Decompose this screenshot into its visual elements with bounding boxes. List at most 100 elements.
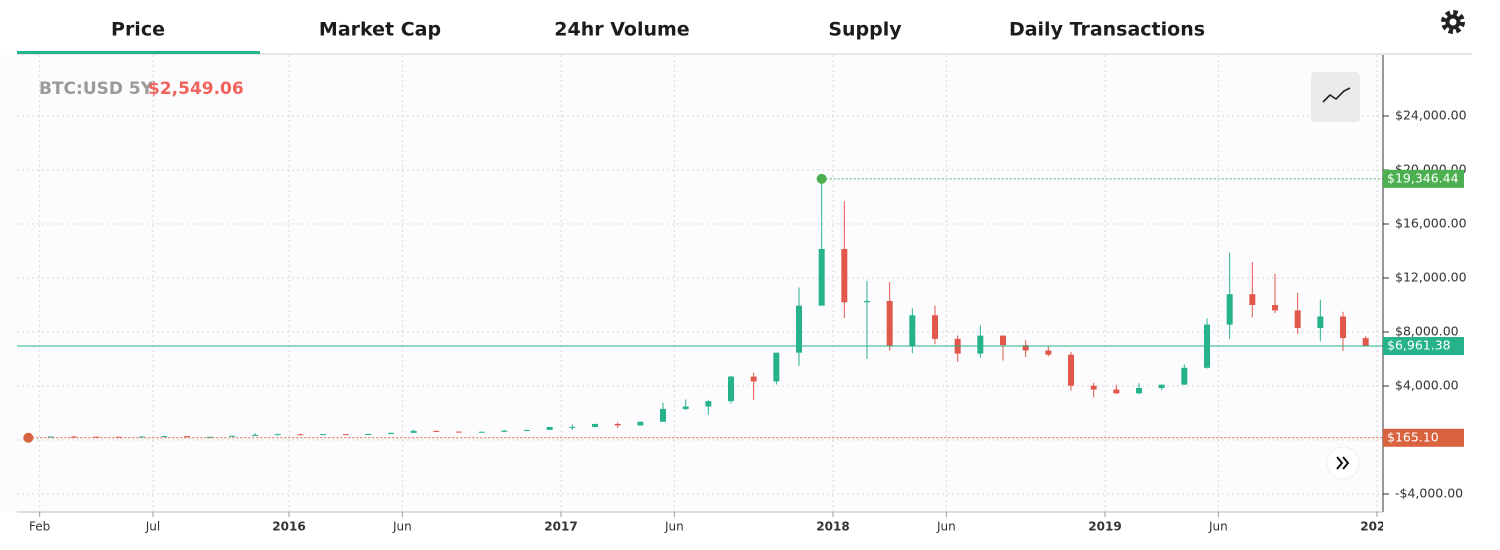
x-tick-label: Jul	[145, 520, 160, 534]
y-tick-label: $4,000.00	[1395, 378, 1459, 393]
tab-label: Daily Transactions	[1009, 19, 1205, 41]
candle-body	[637, 421, 644, 426]
price-tags: $19,346.44 $6,961.38 $165.10	[1383, 169, 1464, 447]
price-tag-label: $6,961.38	[1387, 338, 1451, 353]
price-tag-label: $19,346.44	[1387, 170, 1459, 185]
plot-bg	[0, 55, 1383, 512]
settings-icon[interactable]	[1441, 10, 1465, 34]
overlay	[17, 173, 1383, 443]
candle-body	[818, 248, 825, 306]
candle-body	[1294, 310, 1301, 328]
x-tick-label: 2020	[1360, 520, 1393, 534]
candle-body	[274, 434, 281, 436]
y-tick-label: $12,000.00	[1395, 270, 1467, 285]
tab-bar: Price Market Cap 24hr Volume Supply Daily Tr…	[17, 19, 1205, 55]
candle-body	[1158, 384, 1165, 389]
tab-label: Price	[111, 19, 165, 41]
candle-body	[524, 429, 530, 431]
candle-body	[70, 436, 77, 438]
candle-body	[48, 436, 54, 438]
candle-body	[1090, 385, 1097, 390]
candle-body	[1226, 294, 1233, 325]
candle-body	[932, 315, 938, 339]
candle-body	[433, 430, 440, 432]
x-tick-label: Jun	[664, 520, 684, 534]
price-tag	[1383, 169, 1464, 188]
candle-body	[1113, 389, 1120, 394]
candle-body	[660, 408, 666, 422]
x-tick-label: Feb	[29, 520, 50, 534]
candle-body	[909, 315, 916, 347]
tab[interactable]: Daily Transactions	[1009, 19, 1205, 41]
x-tick-label: 2017	[544, 520, 577, 534]
price-tag	[1383, 428, 1464, 447]
scroll-right-button[interactable]	[1326, 446, 1360, 480]
tab-label: Supply	[828, 19, 902, 41]
candle-body	[456, 431, 462, 433]
candle-body	[1181, 367, 1188, 385]
candle-body	[796, 305, 802, 353]
candle-body	[592, 423, 598, 427]
x-tick-label: Jun	[1208, 520, 1228, 534]
x-tick-label: 2019	[1088, 520, 1121, 534]
price-tag	[1383, 337, 1464, 356]
candle-body	[841, 248, 848, 303]
low-dot	[23, 432, 34, 443]
candle-body	[1136, 388, 1142, 394]
candle-body	[750, 376, 757, 382]
candle-body	[728, 376, 734, 402]
tab[interactable]: Supply	[828, 19, 902, 41]
candle-body	[773, 352, 780, 382]
x-tick-label: 2016	[272, 520, 305, 534]
candle-body	[320, 434, 326, 436]
candle-body	[342, 434, 349, 436]
candle-body	[410, 430, 417, 433]
candle-body	[138, 436, 145, 438]
candle-body	[1068, 354, 1074, 386]
x-tick-label: 2018	[816, 520, 849, 534]
candle-body	[365, 433, 372, 435]
tab-label: Market Cap	[319, 19, 441, 41]
candle-body	[501, 430, 508, 432]
candle-body	[977, 335, 984, 354]
high-dot	[816, 173, 827, 184]
y-tick-label: -$4,000.00	[1395, 486, 1463, 501]
grid	[17, 55, 1383, 512]
candle-body	[93, 436, 100, 438]
candle-body	[1317, 316, 1324, 328]
candle-body	[682, 406, 689, 409]
candle-body	[161, 436, 168, 438]
candle-body	[1340, 316, 1346, 339]
y-tick-label: $8,000.00	[1395, 324, 1459, 339]
tab[interactable]: Market Cap	[319, 19, 441, 41]
active-tab-underline	[17, 51, 260, 54]
candle-body	[1022, 345, 1029, 351]
candle-body	[1362, 338, 1369, 347]
candle-body	[1045, 350, 1052, 355]
candle-body	[252, 434, 258, 436]
price-tag-label: $165.10	[1387, 429, 1439, 444]
candle-body	[297, 434, 304, 436]
x-tick-label: Jun	[936, 520, 956, 534]
tab[interactable]: Price	[17, 19, 260, 55]
change-label: $2,549.06	[148, 79, 244, 99]
candle-body	[1249, 294, 1256, 306]
candle-body	[886, 300, 893, 347]
candles	[25, 178, 1369, 438]
tab[interactable]: 24hr Volume	[554, 19, 689, 41]
symbol-label: BTC:USD 5Y	[39, 79, 154, 99]
y-tick-label: $24,000.00	[1395, 108, 1467, 123]
candle-body	[229, 435, 236, 437]
candle-body	[705, 401, 712, 407]
candle-body	[478, 431, 485, 433]
candle-body	[1000, 335, 1006, 346]
candle-body	[569, 426, 576, 428]
y-tick-label: $16,000.00	[1395, 216, 1467, 231]
candle-body	[388, 432, 394, 434]
candle-body	[546, 426, 553, 430]
chart-type-button[interactable]	[1311, 72, 1360, 122]
tab-label: 24hr Volume	[554, 19, 689, 41]
candle-body	[614, 423, 621, 426]
candle-body	[1272, 305, 1278, 311]
